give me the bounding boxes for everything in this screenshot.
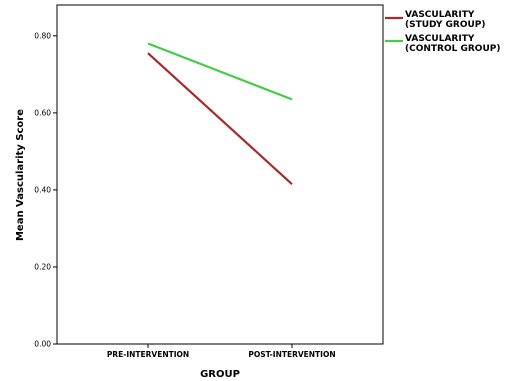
y-axis: 0.00 0.20 0.40 0.60 0.80 — [34, 31, 57, 349]
legend-label-study-line2: (STUDY GROUP) — [405, 20, 486, 30]
x-tick-label-0: PRE-INTERVENTION — [107, 350, 189, 359]
series-line-0 — [147, 52, 293, 185]
plot-area — [56, 4, 384, 345]
legend-label-study-line1: VASCULARITY — [405, 10, 475, 20]
x-axis: PRE-INTERVENTION POST-INTERVENTION — [107, 344, 336, 359]
y-tick-label-3: 0.60 — [34, 108, 51, 117]
y-tick-label-1: 0.20 — [34, 262, 51, 271]
legend-label-control-line2: (CONTROL GROUP) — [405, 44, 500, 54]
y-tick-label-0: 0.00 — [34, 340, 51, 349]
y-axis-title: Mean Vascularity Score — [15, 109, 26, 241]
series-line-1 — [147, 42, 293, 101]
legend-item-study: VASCULARITY (STUDY GROUP) — [385, 10, 486, 30]
y-tick-label-4: 0.80 — [34, 31, 51, 40]
series-layer — [147, 42, 293, 185]
y-tick-label-2: 0.40 — [34, 185, 51, 194]
x-tick-label-1: POST-INTERVENTION — [248, 350, 335, 359]
legend-item-control: VASCULARITY (CONTROL GROUP) — [385, 34, 500, 54]
legend-label-control-line1: VASCULARITY — [405, 34, 475, 44]
x-axis-title: GROUP — [200, 369, 240, 380]
legend: VASCULARITY (STUDY GROUP) VASCULARITY (C… — [385, 10, 500, 54]
